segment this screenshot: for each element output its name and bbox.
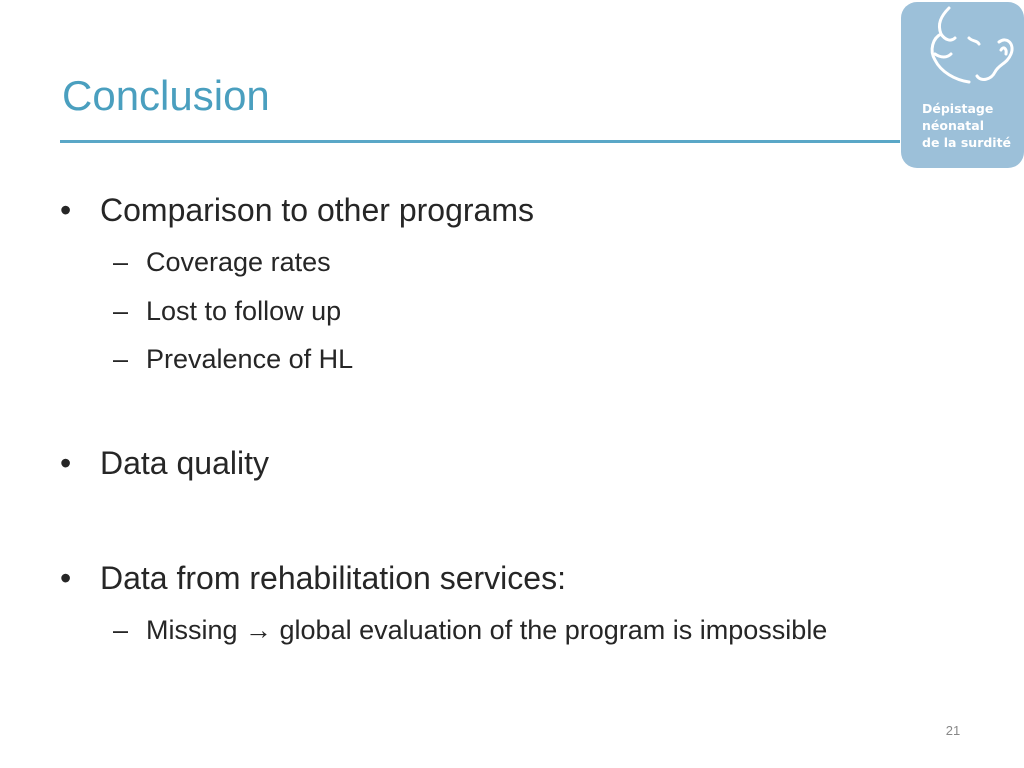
slide-title: Conclusion (62, 72, 270, 119)
logo-line-1: Dépistage (922, 101, 994, 116)
title-divider (60, 140, 900, 143)
bullet-glyph: • (60, 445, 72, 481)
dash-glyph: – (113, 615, 129, 645)
logo-line-3: de la surdité (922, 135, 1012, 150)
dash-glyph: – (113, 296, 129, 326)
bullet-text: Comparison to other programs (100, 192, 534, 228)
page-number: 21 (945, 723, 961, 738)
sub-bullet-text: Lost to follow up (146, 296, 342, 326)
baby-ear-icon (930, 6, 1014, 84)
bullet-text: Data from rehabilitation services: (100, 560, 566, 596)
logo-line-2: néonatal (922, 118, 984, 133)
logo-text: Dépistage néonatal de la surdité (922, 100, 1011, 151)
sub-bullet-text: Prevalence of HL (146, 344, 354, 374)
dash-glyph: – (113, 247, 129, 277)
dash-glyph: – (113, 344, 129, 374)
bullet-glyph: • (60, 560, 72, 596)
sub-bullet-text: Missing → global evaluation of the progr… (146, 615, 828, 645)
bullet-text: Data quality (100, 445, 269, 481)
bullet-glyph: • (60, 192, 72, 228)
depistage-logo: Dépistage néonatal de la surdité (901, 2, 1024, 168)
sub-bullet-text: Coverage rates (146, 247, 331, 277)
